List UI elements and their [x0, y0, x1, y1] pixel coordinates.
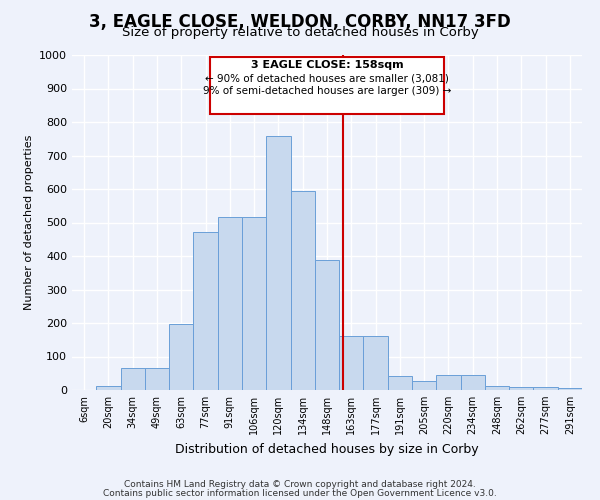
Bar: [388, 376, 412, 390]
Text: 9% of semi-detached houses are larger (309) →: 9% of semi-detached houses are larger (3…: [203, 86, 451, 96]
Text: 3 EAGLE CLOSE: 158sqm: 3 EAGLE CLOSE: 158sqm: [251, 60, 403, 70]
Bar: [242, 217, 266, 390]
Bar: [509, 388, 533, 390]
Bar: [436, 376, 461, 390]
Bar: [218, 217, 242, 390]
Bar: [412, 380, 436, 390]
Bar: [315, 260, 339, 390]
FancyBboxPatch shape: [211, 56, 443, 114]
Bar: [558, 388, 582, 390]
Text: ← 90% of detached houses are smaller (3,081): ← 90% of detached houses are smaller (3,…: [205, 74, 449, 84]
Bar: [96, 386, 121, 390]
Bar: [461, 376, 485, 390]
Bar: [145, 368, 169, 390]
Bar: [533, 388, 558, 390]
Text: Size of property relative to detached houses in Corby: Size of property relative to detached ho…: [122, 26, 478, 39]
Bar: [169, 324, 193, 390]
Bar: [290, 190, 315, 390]
Text: 3, EAGLE CLOSE, WELDON, CORBY, NN17 3FD: 3, EAGLE CLOSE, WELDON, CORBY, NN17 3FD: [89, 12, 511, 30]
Bar: [339, 336, 364, 390]
Text: Contains HM Land Registry data © Crown copyright and database right 2024.: Contains HM Land Registry data © Crown c…: [124, 480, 476, 489]
Bar: [121, 368, 145, 390]
Bar: [485, 386, 509, 390]
Y-axis label: Number of detached properties: Number of detached properties: [23, 135, 34, 310]
X-axis label: Distribution of detached houses by size in Corby: Distribution of detached houses by size …: [175, 442, 479, 456]
Bar: [193, 232, 218, 390]
Text: Contains public sector information licensed under the Open Government Licence v3: Contains public sector information licen…: [103, 488, 497, 498]
Bar: [364, 336, 388, 390]
Bar: [266, 136, 290, 390]
